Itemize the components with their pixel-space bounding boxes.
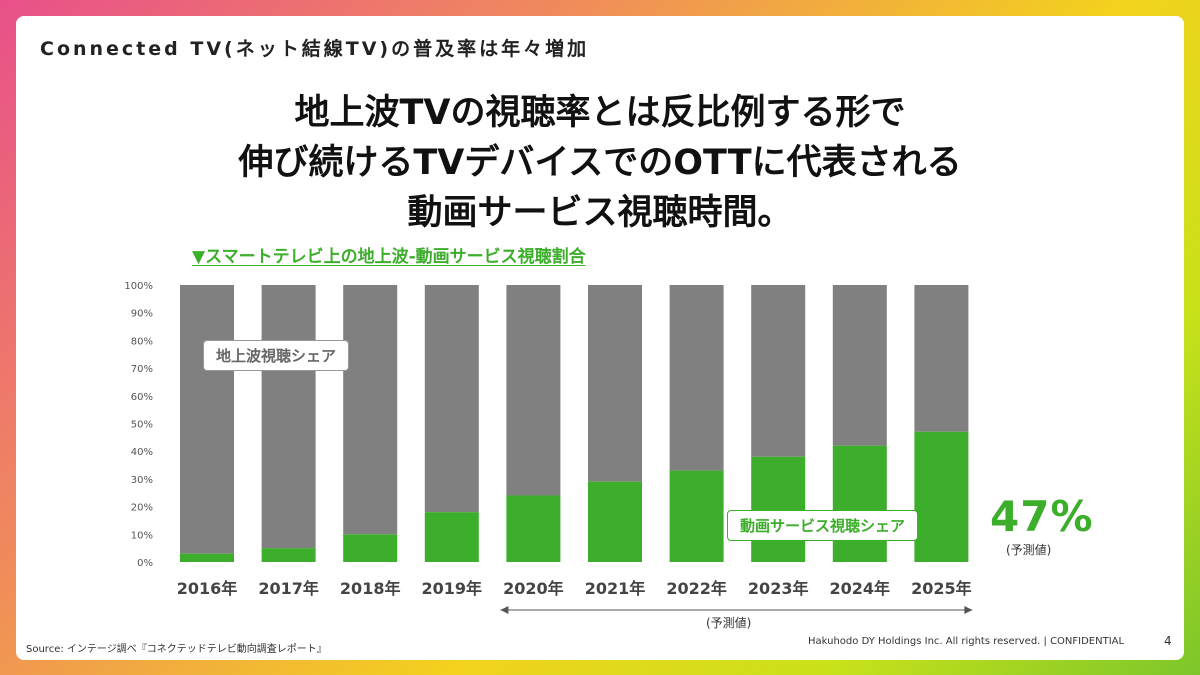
final-percentage-note: (予測値) — [1006, 543, 1052, 557]
final-percentage: 47% — [990, 492, 1094, 541]
bar-ott-share — [832, 445, 887, 562]
bar-tv-share — [180, 285, 234, 554]
headline-line-2: 伸び続けるTVデバイスでのOTTに代表される — [238, 143, 962, 183]
x-tick-label: 2021年 — [585, 579, 646, 598]
x-tick-label: 2019年 — [422, 579, 483, 598]
y-tick-label: 50% — [131, 420, 153, 431]
copyright-notice: Hakuhodo DY Holdings Inc. All rights res… — [808, 636, 1125, 647]
arrow-left-icon — [500, 606, 509, 614]
ott-share-label: 動画サービス視聴シェア — [727, 510, 919, 541]
bar-tv-share — [261, 285, 316, 549]
arrow-right-icon — [964, 606, 973, 614]
bar-tv-share — [832, 285, 887, 446]
page-number: 4 — [1164, 634, 1172, 648]
bar-tv-share — [669, 285, 724, 471]
bar-ott-share — [751, 456, 806, 562]
y-tick-label: 0% — [137, 558, 153, 569]
bar-ott-share — [506, 495, 561, 562]
bar-ott-share — [669, 470, 724, 562]
x-tick-label: 2022年 — [666, 579, 727, 598]
x-tick-label: 2017年 — [258, 579, 319, 598]
x-tick-label: 2016年 — [177, 579, 238, 598]
bar-tv-share — [506, 285, 561, 496]
y-tick-label: 20% — [131, 503, 153, 514]
source-note: Source: インテージ調べ『コネクテッドテレビ動向調査レポート』 — [26, 644, 327, 655]
bar-ott-share — [180, 553, 234, 562]
x-tick-label: 2023年 — [748, 579, 809, 598]
bar-tv-share — [914, 285, 969, 432]
y-tick-label: 90% — [131, 309, 153, 320]
chart-heading: ▼スマートテレビ上の地上波-動画サービス視聴割合 — [192, 247, 586, 267]
tv-share-label: 地上波視聴シェア — [203, 340, 350, 371]
bar-tv-share — [343, 285, 398, 535]
x-tick-label: 2025年 — [911, 579, 972, 598]
bar-ott-share — [261, 548, 316, 562]
bar-tv-share — [751, 285, 806, 457]
bar-tv-share — [424, 285, 479, 513]
y-tick-label: 60% — [131, 392, 153, 403]
headline-line-3: 動画サービス視聴時間。 — [407, 193, 793, 233]
slide-title: Connected TV(ネット結線TV)の普及率は年々増加 — [40, 38, 590, 60]
y-tick-label: 100% — [124, 281, 153, 292]
y-tick-label: 40% — [131, 447, 153, 458]
bar-ott-share — [424, 512, 479, 562]
headline: 地上波TVの視聴率とは反比例する形で 伸び続けるTVデバイスでのOTTに代表され… — [0, 88, 1200, 238]
y-tick-label: 10% — [131, 530, 153, 541]
bar-tv-share — [588, 285, 642, 482]
y-tick-label: 30% — [131, 475, 153, 486]
y-tick-label: 80% — [131, 336, 153, 347]
y-tick-label: 70% — [131, 364, 153, 375]
headline-line-1: 地上波TVの視聴率とは反比例する形で — [294, 93, 906, 133]
bar-ott-share — [588, 481, 642, 562]
bar-ott-share — [343, 534, 398, 562]
x-tick-label: 2018年 — [340, 579, 401, 598]
x-tick-label: 2020年 — [503, 579, 564, 598]
x-tick-label: 2024年 — [830, 579, 891, 598]
forecast-range-note: (予測値) — [706, 616, 752, 630]
bar-ott-share — [914, 431, 969, 562]
